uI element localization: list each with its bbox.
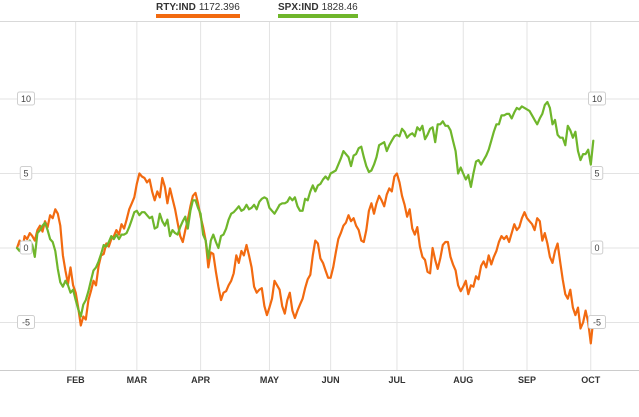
y-tick-label-right: 5 [594, 169, 599, 179]
y-tick-box-right [588, 91, 606, 106]
x-tick-label-jun: JUN [322, 375, 340, 385]
grid-layer [0, 22, 639, 370]
x-tick-label-oct: OCT [581, 375, 601, 385]
legend-symbol-rty: RTY:IND [156, 2, 196, 13]
y-tick-box-right [588, 315, 606, 329]
x-tick-label-sep: SEP [518, 375, 536, 385]
x-tick-label-jul: JUL [388, 375, 406, 385]
legend-item-rty[interactable]: RTY:IND 1172.396 [156, 2, 240, 18]
series-line-spx [15, 100, 595, 318]
x-tick-label-apr: APR [191, 375, 211, 385]
x-tick-label-mar: MAR [127, 375, 148, 385]
y-tick-label-right: -5 [593, 318, 601, 328]
legend-swatch-spx [278, 14, 358, 18]
axis-layer: FEB MAR APR MAY JUN JUL AUG SEP OCT -5 -5 0 0 5 5 10 10 [17, 91, 606, 385]
y-tick-box-right [590, 240, 604, 255]
legend-swatch-rty [156, 14, 240, 18]
legend-value-rty: 1172.396 [198, 2, 240, 13]
y-tick-box-right [590, 166, 604, 180]
legend-value-spx: 1828.46 [321, 2, 358, 13]
x-tick-label-aug: AUG [453, 375, 473, 385]
y-tick-box-left [17, 91, 35, 106]
legend-item-spx[interactable]: SPX:IND 1828.46 [278, 2, 358, 18]
y-tick-box-left [17, 315, 35, 329]
y-tick-label-left: 0 [23, 243, 28, 253]
y-tick-label-left: -5 [22, 318, 30, 328]
y-tick-label-right: 0 [594, 243, 599, 253]
y-tick-label-left: 5 [23, 169, 28, 179]
y-tick-label-right: 10 [592, 94, 602, 104]
x-tick-label-may: MAY [260, 375, 279, 385]
y-tick-box-left [19, 166, 33, 180]
y-tick-label-left: 10 [21, 94, 31, 104]
legend-symbol-spx: SPX:IND [278, 2, 319, 13]
y-tick-box-left [19, 240, 33, 255]
x-tick-label-feb: FEB [67, 375, 86, 385]
series-layer [15, 100, 595, 345]
